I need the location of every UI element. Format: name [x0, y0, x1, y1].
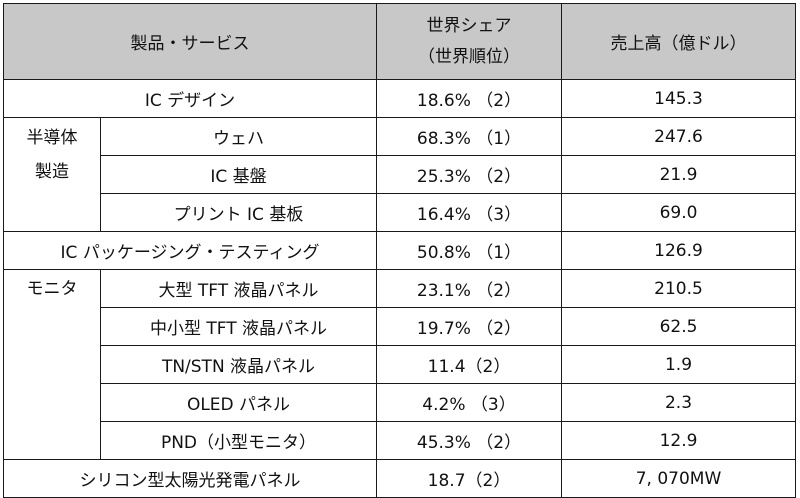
- row-sales: 21.9: [561, 155, 796, 194]
- row-name: 中小型 TFT 液晶パネル: [100, 307, 377, 346]
- table-row: TN/STN 液晶パネル 11.4（2） 1.9: [4, 345, 796, 384]
- table-row: IC デザイン 18.6% （2） 145.3: [3, 79, 796, 118]
- row-name: IC パッケージング・テスティング: [3, 231, 377, 270]
- row-sales: 7, 070MW: [561, 459, 796, 498]
- row-share: 45.3% （2）: [376, 421, 562, 460]
- header-product: 製品・サービス: [3, 3, 377, 80]
- row-name: OLED パネル: [100, 383, 377, 422]
- category-semiconductor: 半導体 製造: [3, 117, 101, 232]
- header-sales: 売上高（億ドル）: [561, 3, 796, 80]
- category-semiconductor-line1: 半導体: [26, 128, 78, 148]
- row-share: 4.2% （3）: [376, 383, 562, 422]
- row-share: 11.4（2）: [376, 345, 562, 384]
- row-name: IC デザイン: [3, 79, 377, 118]
- row-share: 18.6% （2）: [376, 79, 562, 118]
- row-share: 50.8% （1）: [376, 231, 562, 270]
- header-share-line2: （世界順位）: [418, 46, 520, 67]
- row-share: 16.4% （3）: [376, 193, 562, 232]
- row-share: 25.3% （2）: [376, 155, 562, 194]
- table-row: PND（小型モニタ） 45.3% （2） 12.9: [4, 421, 796, 460]
- table-row: モニタ 大型 TFT 液晶パネル 23.1% （2） 210.5: [3, 269, 796, 460]
- row-name: TN/STN 液晶パネル: [100, 345, 377, 384]
- row-name: シリコン型太陽光発電パネル: [3, 459, 377, 498]
- table-row: 中小型 TFT 液晶パネル 19.7% （2） 62.5: [4, 307, 796, 346]
- row-sales: 145.3: [561, 79, 796, 118]
- row-sales: 247.6: [561, 117, 796, 156]
- row-name: IC 基盤: [100, 155, 377, 194]
- row-sales: 1.9: [561, 345, 796, 384]
- row-share: 19.7% （2）: [376, 307, 562, 346]
- header-share: 世界シェア （世界順位）: [376, 3, 562, 80]
- header-share-line1: 世界シェア: [426, 15, 512, 36]
- table-row: シリコン型太陽光発電パネル 18.7（2） 7, 070MW: [3, 459, 796, 498]
- table-row: プリント IC 基板 16.4% （3） 69.0: [4, 193, 796, 232]
- row-sales: 62.5: [561, 307, 796, 346]
- table-row: IC 基盤 25.3% （2） 21.9: [4, 155, 796, 194]
- row-name: プリント IC 基板: [100, 193, 377, 232]
- row-name: ウェハ: [100, 117, 377, 156]
- row-name: PND（小型モニタ）: [100, 421, 377, 460]
- row-sales: 210.5: [561, 269, 796, 308]
- row-share: 23.1% （2）: [376, 269, 562, 308]
- row-share: 18.7（2）: [376, 459, 562, 498]
- table-row: OLED パネル 4.2% （3） 2.3: [4, 383, 796, 422]
- row-name: 大型 TFT 液晶パネル: [100, 269, 377, 308]
- category-monitor-label: モニタ: [26, 279, 78, 299]
- market-share-table: 製品・サービス 世界シェア （世界順位） 売上高（億ドル） IC デザイン 18…: [3, 3, 796, 498]
- table-header-row: 製品・サービス 世界シェア （世界順位） 売上高（億ドル）: [3, 3, 796, 80]
- row-share: 68.3% （1）: [376, 117, 562, 156]
- table-row: IC パッケージング・テスティング 50.8% （1） 126.9: [3, 231, 796, 270]
- row-sales: 126.9: [561, 231, 796, 270]
- row-sales: 69.0: [561, 193, 796, 232]
- table-row: 半導体 製造 ウェハ 68.3% （1） 247.6: [3, 117, 796, 232]
- row-sales: 2.3: [561, 383, 796, 422]
- row-sales: 12.9: [561, 421, 796, 460]
- category-monitor: モニタ: [3, 269, 101, 460]
- category-semiconductor-line2: 製造: [35, 162, 69, 182]
